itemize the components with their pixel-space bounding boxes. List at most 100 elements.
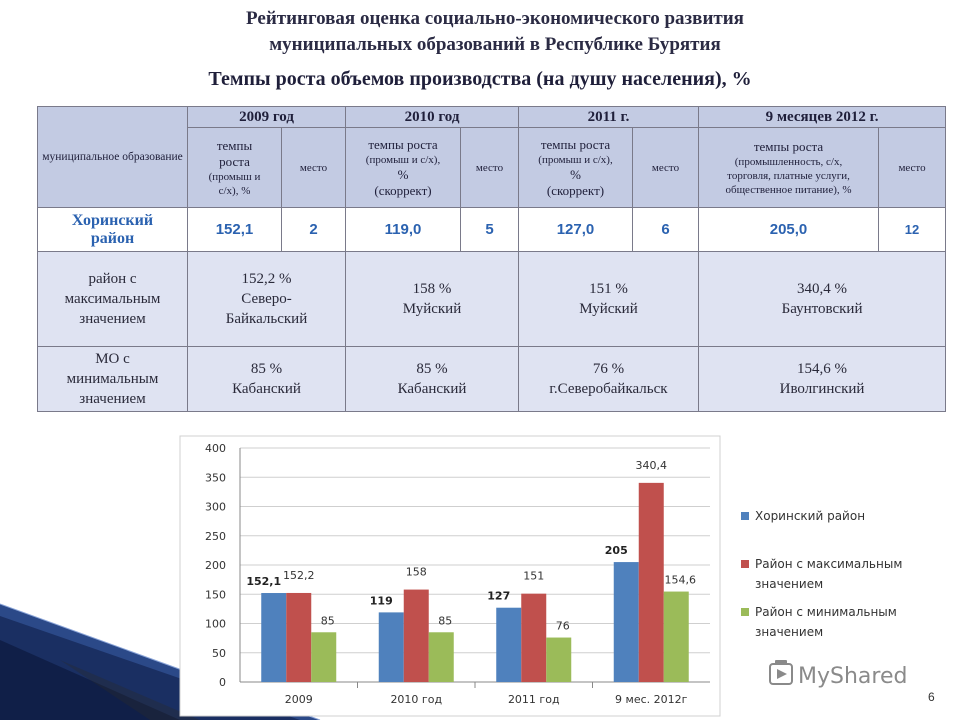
cell-value: 158 % <box>412 281 452 297</box>
header-place-2012: место <box>878 127 947 208</box>
legend-swatch <box>741 560 749 568</box>
table-cell: 5 <box>460 207 519 252</box>
bar <box>613 562 639 682</box>
cell-district: Кабанский <box>397 381 467 397</box>
bar <box>638 482 664 682</box>
header-text: % <box>570 166 581 182</box>
row-label-line: значением <box>79 311 146 327</box>
bar <box>496 607 522 682</box>
header-text: (промыш и с/х), <box>365 153 441 166</box>
header-text: место <box>475 161 504 174</box>
min-2011: 76 % г.Северобайкальск <box>517 346 700 412</box>
y-tick-label: 100 <box>205 618 226 631</box>
data-label: 85 <box>438 614 452 627</box>
legend-label: значением <box>755 625 823 639</box>
row-label-line: минимальным <box>66 371 159 387</box>
min-row-label: МО с минимальным значением <box>37 346 188 412</box>
cell-value: 151 % <box>589 281 628 297</box>
data-label: 119 <box>370 594 393 607</box>
min-2012: 154,6 % Иволгинский <box>698 346 947 412</box>
header-2012: 9 месяцев 2012 г. <box>698 106 947 128</box>
y-tick-label: 0 <box>219 676 226 689</box>
khorinsky-name-line2: район <box>90 229 135 247</box>
table-cell: 205,0 <box>698 207 880 252</box>
header-text: (промышленность, с/х, <box>734 155 843 168</box>
data-label: 152,1 <box>246 575 281 588</box>
y-tick-label: 400 <box>205 442 226 455</box>
max-2010: 158 % Муйский <box>345 251 519 347</box>
max-row-label: район с максимальным значением <box>37 251 188 347</box>
table-cell: 12 <box>878 207 947 252</box>
legend-swatch <box>741 608 749 616</box>
x-tick-label: 9 мес. 2012г <box>615 693 688 706</box>
header-text: % <box>397 166 409 182</box>
header-text: место <box>898 161 926 174</box>
cell-district: Баунтовский <box>781 301 863 317</box>
bar <box>261 593 287 682</box>
y-tick-label: 200 <box>205 559 226 572</box>
table-header-sub: темпы роста (промыш и с/х), % место темп… <box>38 127 947 208</box>
khorinsky-name-line1: Хоринский <box>71 211 154 229</box>
y-tick-label: 50 <box>212 647 226 660</box>
bar <box>311 632 337 682</box>
x-tick-label: 2009 <box>285 693 313 706</box>
table-row-max: район с максимальным значением 152,2 % С… <box>37 251 947 347</box>
max-2009: 152,2 % Северо- Байкальский <box>187 251 346 347</box>
header-text: место <box>299 161 328 174</box>
cell-district: Кабанский <box>232 381 301 397</box>
header-text: (промыш и с/х), <box>538 153 613 166</box>
bar <box>546 637 572 682</box>
table-cell: 119,0 <box>345 207 461 252</box>
min-2009: 85 % Кабанский <box>187 346 346 412</box>
header-growth-2009: темпы роста (промыш и с/х), % <box>187 127 282 208</box>
table-cell: 6 <box>631 207 700 252</box>
watermark-logo: MyShared <box>769 660 907 689</box>
title-line-2: муниципальных образований в Республике Б… <box>269 34 721 55</box>
bar <box>286 592 312 682</box>
header-text: (скоррект) <box>546 182 605 198</box>
bar <box>663 591 689 682</box>
row-label-line: значением <box>79 391 146 407</box>
data-label: 76 <box>556 620 570 633</box>
data-label: 158 <box>406 566 427 579</box>
cell-value: 85 % <box>250 361 283 377</box>
row-label-line: район с <box>88 271 137 287</box>
header-place-2009: место <box>281 127 346 208</box>
data-label: 152,2 <box>283 569 315 582</box>
y-tick-label: 300 <box>205 501 226 514</box>
rating-table: муниципальное образование 2009 год 2010 … <box>37 106 947 412</box>
header-text: темпы роста <box>753 138 824 154</box>
legend-label: Район с минимальным <box>755 605 897 619</box>
cell-district: Муйский <box>402 301 462 317</box>
legend-swatch <box>741 512 749 520</box>
header-growth-2012: темпы роста (промышленность, с/х, торгов… <box>698 127 880 208</box>
table-cell: 2 <box>281 207 346 252</box>
header-text: торговля, платные услуги, <box>727 169 850 182</box>
data-label: 340,4 <box>636 459 668 472</box>
max-2011: 151 % Муйский <box>517 251 700 347</box>
row-label-line: МО с <box>95 351 130 367</box>
header-text: темпы роста <box>540 136 611 152</box>
table-row-min: МО с минимальным значением 85 % Кабански… <box>37 346 947 412</box>
header-text: темпы роста <box>368 136 438 152</box>
page-number: 6 <box>928 690 935 704</box>
header-2009: 2009 год <box>187 106 346 128</box>
watermark-text: MyShared <box>798 664 907 689</box>
header-2010: 2010 год <box>345 106 519 128</box>
table-header-years: муниципальное образование 2009 год 2010 … <box>37 106 947 208</box>
x-tick-label: 2010 год <box>390 693 442 706</box>
cell-district: Иволгинский <box>779 381 865 397</box>
cell-value: 340,4 % <box>797 281 848 297</box>
y-tick-label: 350 <box>205 471 226 484</box>
cell-value: 152,2 % <box>241 271 292 287</box>
header-text: (промыш и <box>208 170 261 183</box>
legend-label: Хоринский район <box>755 509 865 523</box>
header-text: место <box>651 161 680 174</box>
data-label: 154,6 <box>665 574 697 587</box>
x-tick-label: 2011 год <box>508 693 560 706</box>
data-label: 151 <box>523 570 544 583</box>
cell-district: Байкальский <box>225 311 308 327</box>
data-label: 85 <box>321 614 335 627</box>
max-2012: 340,4 % Баунтовский <box>698 251 947 347</box>
